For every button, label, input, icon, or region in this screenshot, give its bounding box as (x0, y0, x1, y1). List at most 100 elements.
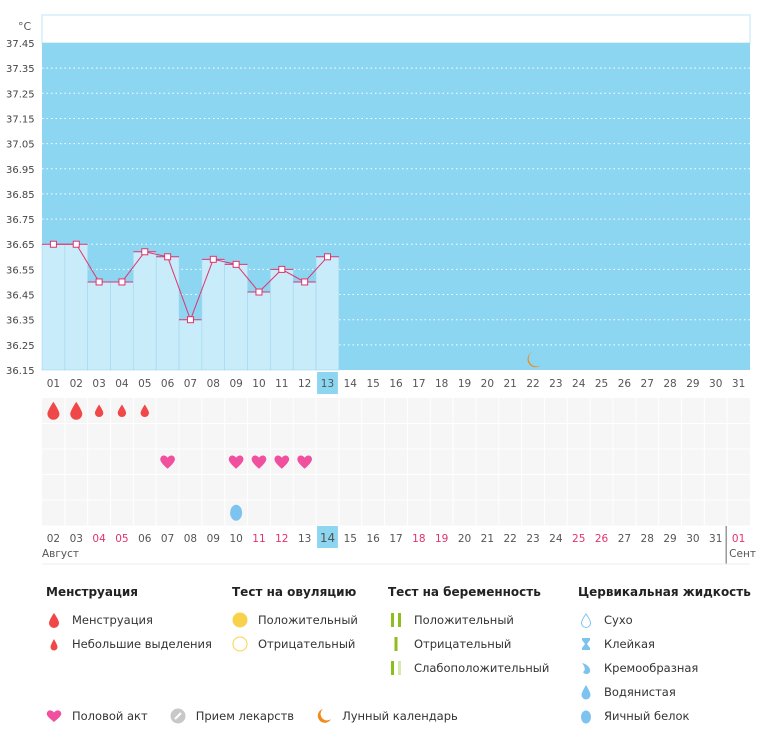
x-tick-label: 23 (549, 378, 562, 390)
spotting-icon (140, 404, 149, 418)
x-tick-label: 21 (504, 378, 517, 390)
x-tick-label: 02 (70, 378, 83, 390)
x-tick-label: 27 (641, 378, 654, 390)
y-tick-label: 36.65 (6, 240, 35, 251)
date-label: 10 (229, 533, 242, 545)
temperature-bar (87, 281, 111, 371)
x-tick-label: 29 (686, 378, 699, 390)
unit-label: °C (18, 20, 32, 33)
date-label: 08 (184, 533, 197, 545)
two-lines-icon (388, 612, 404, 628)
temperature-bar (133, 251, 157, 371)
temperature-bar (315, 256, 340, 371)
y-tick-label: 37.45 (6, 39, 35, 50)
heart-icon (228, 455, 244, 469)
y-tick-label: 37.05 (6, 140, 35, 151)
menstruation-icon (70, 401, 83, 420)
date-label: 02 (47, 533, 60, 545)
drop-large-icon (46, 612, 62, 628)
date-label: 05 (115, 533, 128, 545)
heart-icon (297, 455, 312, 469)
temperature-point (72, 240, 80, 248)
heart-icon (251, 455, 267, 469)
temperature-point (141, 248, 149, 256)
date-label: 12 (275, 533, 288, 545)
pill-icon (170, 708, 186, 724)
heart-icon (160, 455, 175, 469)
sticky-icon (578, 636, 594, 652)
x-tick-label: 01 (47, 378, 60, 390)
temperature-bar (178, 319, 203, 371)
today-highlight (317, 372, 338, 394)
legend-item: Клейкая (604, 637, 655, 651)
legend-item: Половой акт (72, 709, 148, 723)
date-label: 09 (207, 533, 220, 545)
date-label: 01 (732, 533, 745, 545)
spotting-icon (94, 404, 104, 418)
date-label: 25 (572, 533, 585, 545)
y-tick-label: 36.25 (6, 341, 35, 352)
x-tick-label: 30 (709, 378, 722, 390)
temperature-bar (201, 259, 226, 371)
legend-title: Цервикальная жидкость (578, 585, 751, 599)
date-label: 23 (526, 533, 539, 545)
legend-item: Прием лекарств (195, 709, 295, 723)
one-line-icon (388, 636, 404, 652)
temperature-point (255, 288, 263, 296)
drop-small-icon (46, 636, 62, 652)
x-tick-label: 07 (184, 378, 197, 390)
legend-item: Небольшие выделения (72, 637, 212, 651)
watery-icon (230, 504, 243, 521)
legend-item: Слабоположительный (414, 661, 550, 675)
legend-item: Менструация (72, 613, 153, 627)
date-label: 16 (366, 533, 380, 545)
x-tick-label: 05 (138, 378, 151, 390)
x-tick-label: 28 (663, 378, 676, 390)
moon-icon (316, 708, 332, 724)
temperature-bar (224, 264, 248, 371)
date-label: 07 (161, 533, 174, 545)
temperature-bar (292, 281, 317, 371)
temperature-point (49, 240, 57, 248)
temperature-bar (64, 243, 88, 371)
legend-menstruation: Менструация Менструация Небольшие выделе… (46, 585, 212, 656)
date-label: 30 (686, 533, 699, 545)
x-tick-label: 14 (344, 378, 358, 390)
x-tick-label: 09 (229, 378, 242, 390)
circle-empty-icon (232, 636, 248, 652)
temperature-bar (270, 269, 294, 371)
dry-icon (578, 612, 594, 628)
temperature-chart: °C 37.45 37.35 37.25 37.15 37.05 36.95 36.85 36.… (6, 14, 756, 565)
y-tick-label: 36.75 (6, 215, 35, 226)
legend-cervical: Цервикальная жидкость Сухо Клейкая Кремо… (578, 585, 751, 728)
temperature-bar (41, 243, 66, 371)
temperature-point (301, 278, 309, 286)
date-label: 15 (344, 533, 357, 545)
x-tick-label: 12 (298, 378, 311, 390)
x-tick-label: 31 (732, 378, 745, 390)
temperature-point (278, 265, 286, 273)
date-label: 20 (458, 533, 471, 545)
y-tick-label: 37.15 (6, 114, 35, 125)
legend-item: Сухо (604, 613, 633, 627)
x-tick-label: 18 (435, 378, 448, 390)
creamy-icon (578, 660, 594, 676)
x-tick-label: 24 (572, 378, 586, 390)
date-label: 26 (595, 533, 609, 545)
temperature-point (232, 260, 240, 268)
date-label: 11 (252, 533, 265, 545)
date-label: 18 (412, 533, 425, 545)
x-tick-label: 15 (366, 378, 379, 390)
x-tick-label: 03 (92, 378, 105, 390)
x-tick-label: 19 (458, 378, 471, 390)
circle-filled-icon (232, 612, 248, 628)
x-tick-label: 17 (412, 378, 425, 390)
y-tick-label: 37.25 (6, 89, 35, 100)
temperature-bar (247, 291, 271, 371)
y-tick-label: 36.35 (6, 316, 35, 327)
heart-icon (274, 455, 290, 469)
date-label: 03 (70, 533, 83, 545)
x-tick-label: 04 (115, 378, 129, 390)
legend-item: Положительный (414, 613, 514, 627)
month-label-september: Сент (729, 548, 756, 560)
